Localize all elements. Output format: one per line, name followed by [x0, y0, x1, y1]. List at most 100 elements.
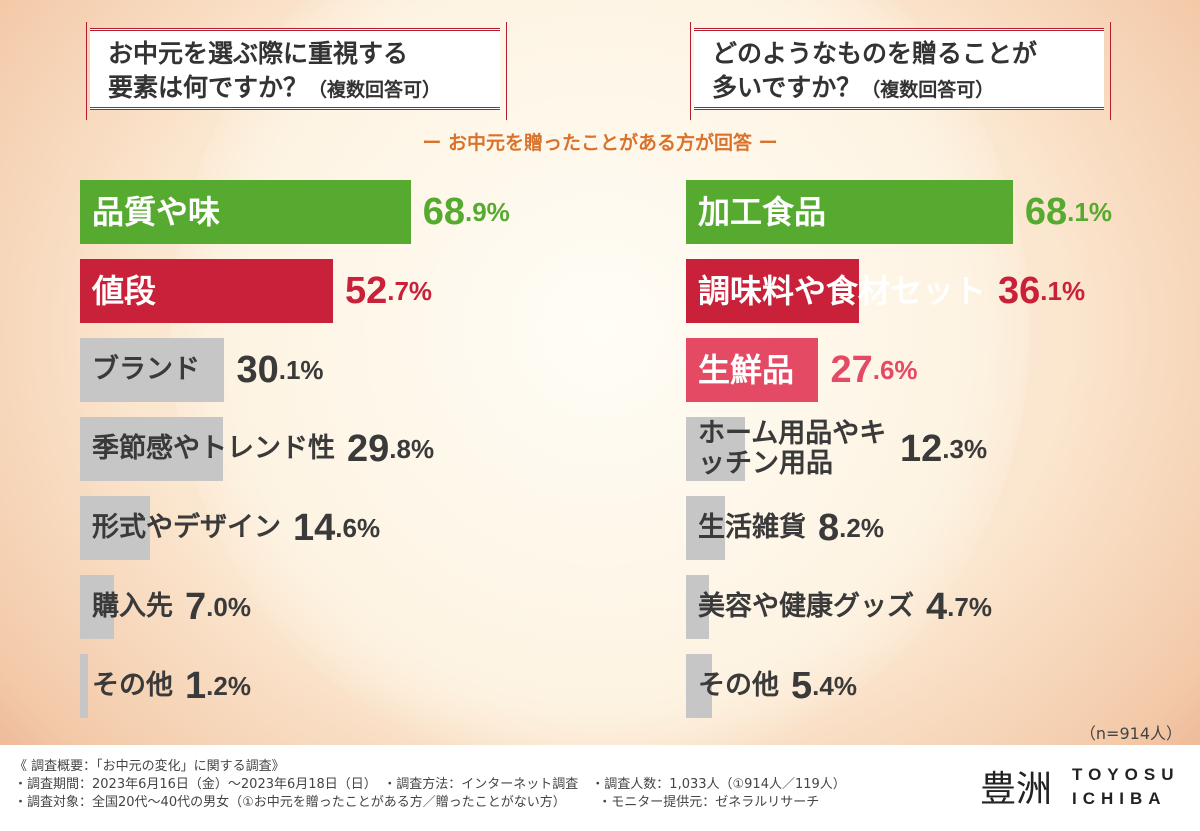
bar [686, 496, 726, 560]
sample-size-note: （n=914人） [1079, 724, 1182, 743]
bar [686, 180, 1013, 244]
value-integer: 29 [347, 427, 390, 470]
value-label: 68.9% [423, 180, 510, 244]
bar-row: 品質や味 68.9% [80, 180, 640, 244]
value-decimal: .8% [389, 433, 435, 464]
category-label: 調味料や食材セット [698, 272, 987, 310]
title-rule [506, 22, 507, 120]
chart-subtitle: ー お中元を贈ったことがある方が回答 ー [422, 132, 778, 154]
value-integer: 52 [344, 269, 388, 312]
value-integer: 36 [998, 269, 1041, 312]
value-decimal: .6% [872, 354, 918, 385]
category-label: 品質や味 [92, 193, 221, 231]
value-label: 5.4% [791, 654, 857, 718]
footer-line-2: ・調査期間：2023年6月16日（金）～2023年6月18日（日） ・調査方法：… [14, 777, 846, 792]
value-decimal: .2% [206, 670, 251, 701]
value-integer: 68 [1024, 190, 1068, 233]
value-label: 52.7% [345, 259, 432, 323]
bar-row: ブランド 30.1% [80, 338, 640, 402]
bar-row: 季節感やトレンド性 29.8% [80, 417, 640, 481]
bar [80, 417, 224, 481]
value-decimal: .1% [1067, 196, 1112, 227]
value-label: 4.7% [926, 575, 992, 639]
bar [80, 575, 114, 639]
value-label: 7.0% [185, 575, 251, 639]
survey-footer: 《 調査概要：「お中元の変化」に関する調査》 ・調査期間：2023年6月16日（… [0, 745, 1200, 831]
value-label: 8.2% [818, 496, 884, 560]
value-decimal: .1% [278, 354, 324, 385]
value-integer: 8 [818, 506, 840, 549]
footer-line-3: ・調査対象：全国20代～40代の男女（①お中元を贈ったことがある方／贈ったことが… [14, 795, 820, 810]
bar-row: その他 1.2% [80, 654, 640, 718]
logo-text-bottom: ICHIBA [1072, 789, 1167, 808]
category-label: 生鮮品 [698, 351, 795, 389]
value-integer: 68 [422, 190, 465, 233]
bar [686, 654, 712, 718]
value-integer: 1 [185, 664, 207, 707]
logo-kanji: 豊洲 [980, 769, 1053, 810]
value-decimal: .2% [839, 512, 884, 543]
category-label: ブランド [92, 354, 200, 385]
value-decimal: .4% [812, 670, 857, 701]
right-question-box: どのようなものを贈ることが 多いですか？（複数回答可） [694, 28, 1104, 110]
title-rule [1110, 22, 1111, 120]
logo-text-top: TOYOSU [1072, 765, 1180, 784]
bar-row: 購入先 7.0% [80, 575, 640, 639]
value-label: 1.2% [185, 654, 251, 718]
bar-row: 生鮮品 27.6% [686, 338, 1200, 402]
value-label: 36.1% [998, 259, 1085, 323]
value-integer: 30 [236, 348, 279, 391]
bar-row: 形式やデザイン 14.6% [80, 496, 640, 560]
background-moon [170, 0, 1030, 780]
bar [80, 496, 151, 560]
value-integer: 4 [926, 585, 948, 628]
value-label: 14.6% [293, 496, 380, 560]
value-decimal: .1% [1040, 275, 1086, 306]
bar [80, 180, 411, 244]
right-question-suffix: （複数回答可） [861, 79, 995, 101]
bar-row: その他 5.4% [686, 654, 1200, 718]
title-rule [690, 22, 691, 120]
bar-row: 調味料や食材セット 36.1% [686, 259, 1200, 323]
value-label: 68.1% [1025, 180, 1112, 244]
title-rule [86, 22, 87, 120]
value-decimal: .7% [387, 275, 433, 306]
value-integer: 27 [830, 348, 873, 391]
category-label: 値段 [92, 272, 157, 310]
bar [80, 259, 333, 323]
value-decimal: .9% [465, 196, 510, 227]
bar-row: ホーム用品やキッチン用品 12.3% [686, 417, 1200, 481]
category-label: 形式やデザイン [92, 512, 281, 543]
left-question-box: お中元を選ぶ際に重視する 要素は何ですか？（複数回答可） [90, 28, 500, 110]
category-label: 購入先 [92, 591, 173, 622]
bar [686, 338, 819, 402]
bar [80, 338, 225, 402]
value-integer: 7 [185, 585, 207, 628]
value-label: 27.6% [830, 338, 917, 402]
bar-row: 加工食品 68.1% [686, 180, 1200, 244]
category-label: 加工食品 [698, 193, 827, 231]
value-integer: 14 [293, 506, 336, 549]
bar-row: 美容や健康グッズ 4.7% [686, 575, 1200, 639]
bar [80, 654, 88, 718]
category-label: その他 [92, 670, 173, 701]
bar [686, 575, 709, 639]
category-label: 生活雑貨 [698, 512, 806, 543]
bar [686, 259, 860, 323]
right-question-line2: 多いですか？ [712, 73, 862, 102]
right-question-line1: どのようなものを贈ることが [712, 39, 1038, 68]
bar-row: 値段 52.7% [80, 259, 640, 323]
value-label: 12.3% [900, 417, 987, 481]
bar [686, 417, 746, 481]
value-decimal: .3% [942, 433, 988, 464]
category-label: その他 [698, 670, 779, 701]
value-label: 30.1% [236, 338, 323, 402]
bar-row: 生活雑貨 8.2% [686, 496, 1200, 560]
footer-line-1: 《 調査概要：「お中元の変化」に関する調査》 [14, 759, 285, 774]
value-decimal: .7% [947, 591, 992, 622]
left-question-suffix: （複数回答可） [308, 79, 442, 101]
value-integer: 12 [900, 427, 943, 470]
left-question-line1: お中元を選ぶ際に重視する [108, 39, 409, 68]
category-label: ホーム用品やキッチン用品 [698, 418, 887, 479]
category-label: 美容や健康グッズ [698, 591, 914, 622]
